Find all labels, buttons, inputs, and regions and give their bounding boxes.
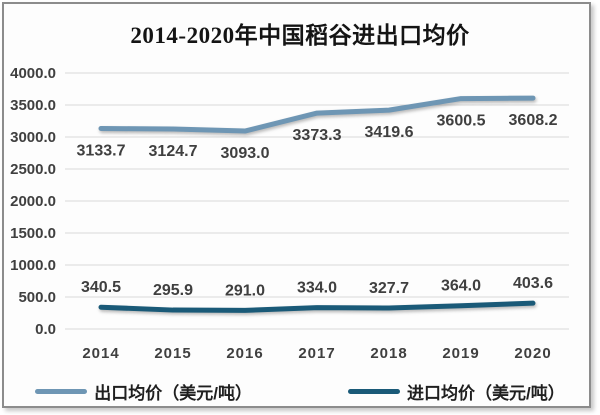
import-price-data-label: 403.6 [513,275,553,292]
x-axis-label: 2015 [154,345,191,362]
y-axis-tick-label: 500.0 [18,289,56,306]
legend-item-export: 出口均价（美元/吨） [35,379,252,404]
x-axis-label: 2016 [226,345,263,362]
import-price-data-label: 291.0 [225,282,265,299]
export-price-data-label: 3600.5 [437,113,486,130]
export-price-data-label: 3124.7 [149,143,198,160]
legend-label-export: 出口均价（美元/吨） [94,384,252,403]
y-axis-tick-label: 3000.0 [10,129,56,146]
y-axis-tick-label: 4000.0 [10,65,56,82]
export-line-swatch-icon [35,389,88,394]
x-axis-label: 2019 [442,345,479,362]
export-price-data-label: 3419.6 [365,124,414,141]
x-axis-label: 2017 [298,345,335,362]
legend-label-import: 进口均价（美元/吨） [407,384,565,403]
export-price-data-label: 3373.3 [293,127,342,144]
export-price-data-label: 3608.2 [509,112,558,129]
import-price-data-label: 327.7 [369,280,409,297]
chart-title: 2014-2020年中国稻谷进出口均价 [130,23,470,48]
y-axis-tick-label: 1000.0 [10,257,56,274]
y-axis-tick-label: 1500.0 [10,225,56,242]
import-price-line [98,300,536,313]
chart-frame [2,2,591,408]
export-price-data-label: 3133.7 [77,142,126,159]
y-axis-tick-label: 2500.0 [10,161,56,178]
y-axis-tick-label: 0.0 [35,321,56,338]
x-axis-label: 2020 [514,345,551,362]
export-price-data-label: 3093.0 [221,145,270,162]
legend: 出口均价（美元/吨） 进口均价（美元/吨） [0,379,600,404]
export-price-line [98,95,536,134]
import-price-data-label: 364.0 [441,278,481,295]
import-price-data-label: 295.9 [153,282,193,299]
x-axis-label: 2018 [370,345,407,362]
legend-item-import: 进口均价（美元/吨） [348,379,565,404]
x-axis-label: 2014 [82,345,119,362]
import-line-swatch-icon [348,389,400,394]
import-price-data-label: 334.0 [297,280,337,297]
y-axis-tick-label: 2000.0 [10,193,56,210]
import-price-data-label: 340.5 [81,279,121,296]
y-axis-tick-label: 3500.0 [10,97,56,114]
